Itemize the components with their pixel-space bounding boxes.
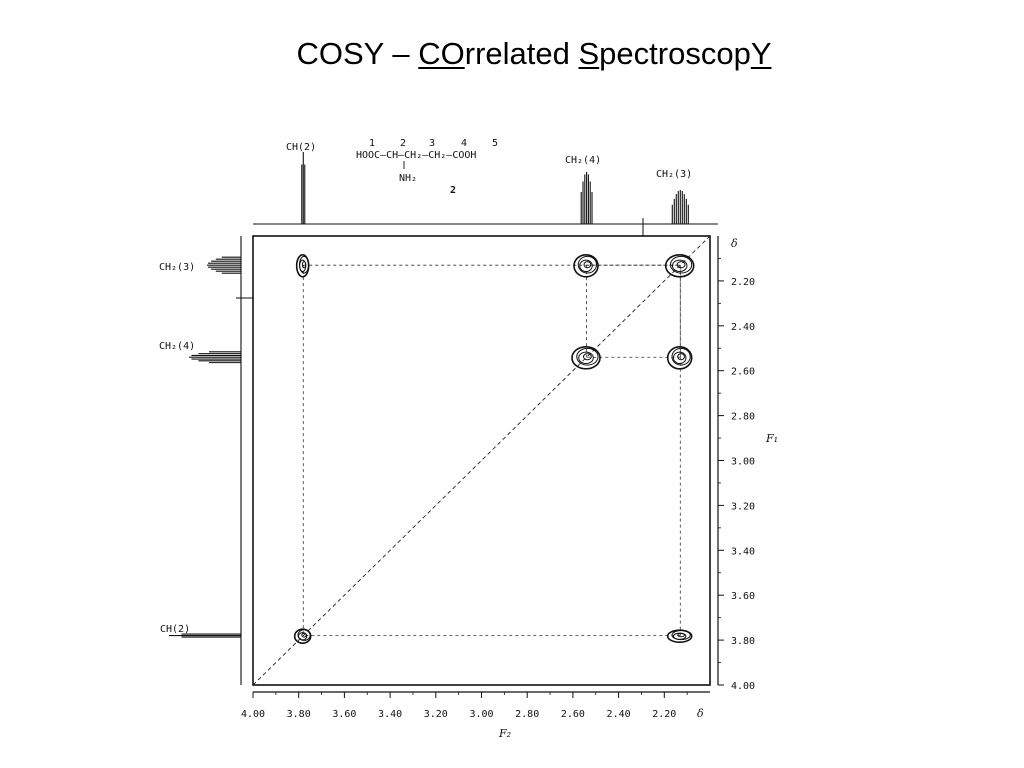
x-tick-label: 2.60 xyxy=(561,709,585,720)
y-tick-label: 3.80 xyxy=(731,636,755,647)
y-tick-label: 2.80 xyxy=(731,412,755,423)
diagonal-line xyxy=(252,235,711,686)
diagonal-peak xyxy=(571,346,601,370)
y-tick-label: 3.60 xyxy=(731,591,755,602)
x-tick-label: 3.60 xyxy=(332,709,356,720)
left-spectrum-multiplet xyxy=(169,633,241,638)
diagonal-peak xyxy=(664,253,695,278)
compound-number: 2 xyxy=(450,185,456,196)
molecule-chain: HOOC–CH–CH₂–CH₂–COOH xyxy=(356,150,476,161)
left-label-ch2: CH(2) xyxy=(160,624,190,635)
y-tick-label: 3.00 xyxy=(731,457,755,468)
title-underlined-co: CO xyxy=(418,36,465,71)
plot-frame xyxy=(252,235,711,686)
y-tick-label: 2.20 xyxy=(731,277,755,288)
x-tick-label: 4.00 xyxy=(241,709,265,720)
carbon-number-5: 5 xyxy=(492,138,498,149)
diagonal-peak xyxy=(293,628,312,645)
top-spectrum-multiplet xyxy=(580,172,593,224)
slide-title: COSY – COrrelated SpectroscopY xyxy=(0,36,1024,72)
right-axis-delta: δ xyxy=(731,237,738,250)
y-tick-label: 3.40 xyxy=(731,546,755,557)
top-spectrum-multiplet xyxy=(301,152,306,224)
x-tick-label: 2.40 xyxy=(607,709,631,720)
cross-peak xyxy=(666,346,693,370)
cross-peak xyxy=(666,629,693,644)
left-spectrum-multiplet xyxy=(189,351,241,364)
title-rrelated: rrelated xyxy=(464,36,579,71)
top-label-ch2-3: CH₂(3) xyxy=(656,169,692,180)
title-underlined-s: S xyxy=(578,36,600,71)
y-tick-label: 2.60 xyxy=(731,367,755,378)
top-label-ch2-4: CH₂(4) xyxy=(565,155,601,166)
top-label-ch2: CH(2) xyxy=(286,142,316,153)
carbon-number-2: 2 xyxy=(400,138,406,149)
cross-peak xyxy=(295,253,310,278)
top-spectrum-multiplet xyxy=(671,190,689,224)
x-axis-title: F₂ xyxy=(498,727,511,740)
bottom-axis-delta: δ xyxy=(697,707,704,720)
molecule-nh2: NH₂ xyxy=(399,173,417,184)
y-axis-title: F₁ xyxy=(765,432,778,445)
left-label-ch2-3: CH₂(3) xyxy=(159,262,195,273)
y-tick-label: 3.20 xyxy=(731,501,755,512)
x-tick-label: 2.20 xyxy=(652,709,676,720)
molecule-structure: 1 2 3 4 5 HOOC–CH–CH₂–CH₂–COOH NH₂ 2 xyxy=(356,138,498,196)
y-tick-label: 4.00 xyxy=(731,681,755,692)
title-pectroscop: pectroscop xyxy=(599,36,751,71)
x-tick-label: 3.00 xyxy=(469,709,493,720)
title-underlined-y: Y xyxy=(750,36,772,71)
carbon-number-1: 1 xyxy=(369,138,375,149)
x-tick-label: 3.40 xyxy=(378,709,402,720)
cross-peak xyxy=(573,253,599,278)
carbon-number-4: 4 xyxy=(461,138,467,149)
y-tick-label: 2.40 xyxy=(731,322,755,333)
x-tick-label: 2.80 xyxy=(515,709,539,720)
x-tick-label: 3.20 xyxy=(424,709,448,720)
left-label-ch2-4: CH₂(4) xyxy=(159,341,195,352)
title-prefix: COSY – xyxy=(296,36,419,71)
carbon-number-3: 3 xyxy=(429,138,435,149)
left-spectrum-multiplet xyxy=(207,256,241,274)
x-tick-label: 3.80 xyxy=(287,709,311,720)
